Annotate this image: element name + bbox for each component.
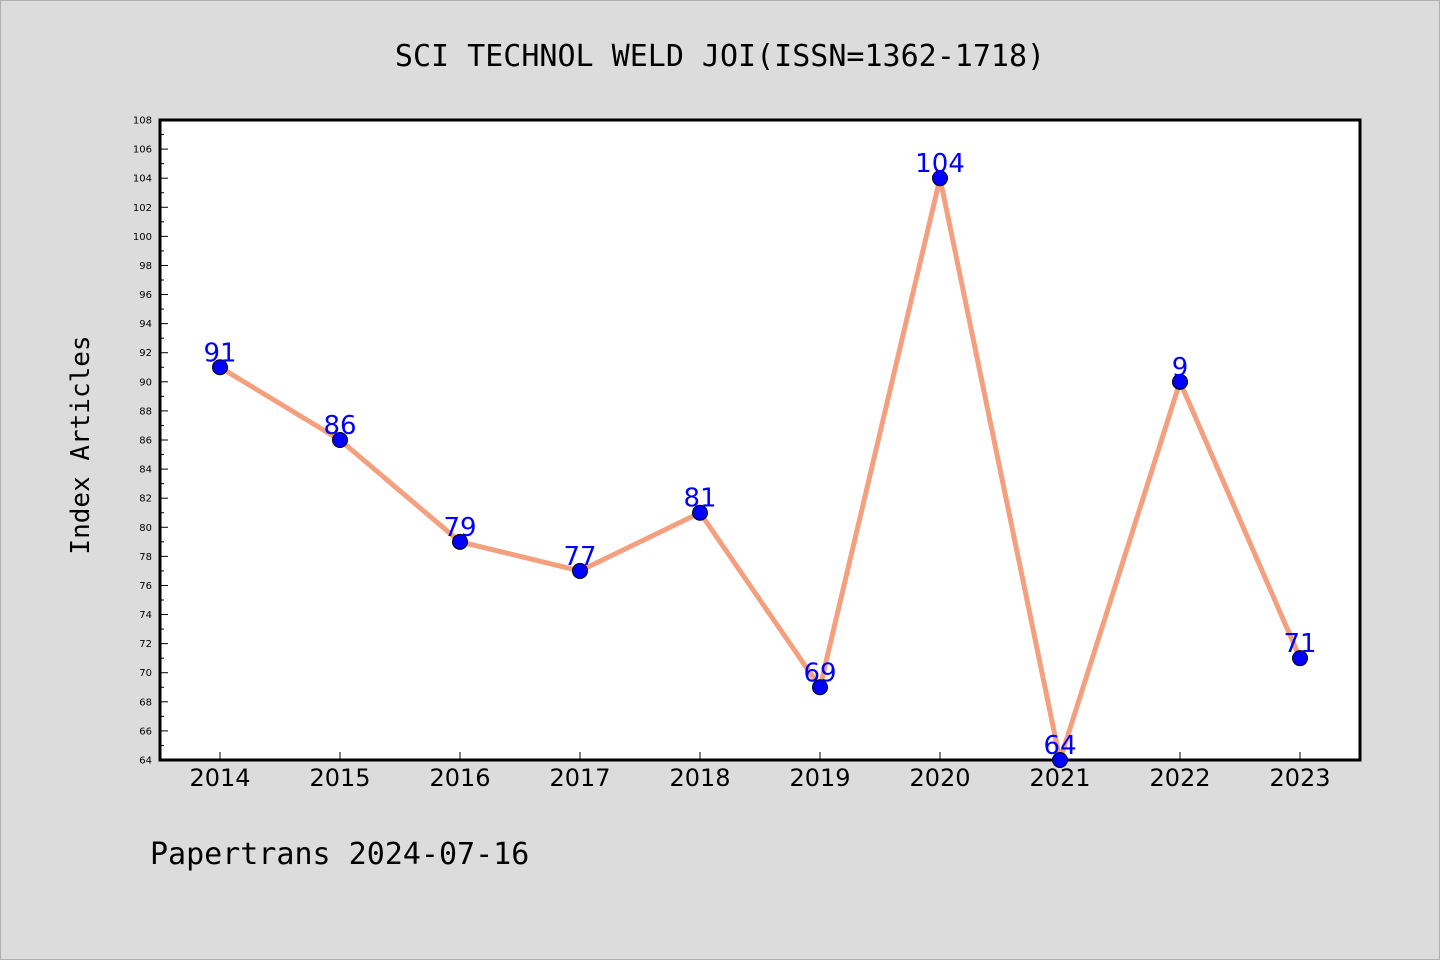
data-point (212, 359, 228, 376)
data-label: 64 (1043, 731, 1076, 761)
data-point (932, 170, 948, 187)
data-point (1052, 752, 1068, 768)
y-tick-label: 74 (139, 610, 152, 621)
y-tick-label: 88 (139, 406, 152, 417)
y-tick-label: 100 (133, 232, 152, 243)
x-tick-label: 2019 (789, 764, 850, 792)
data-point (812, 679, 828, 696)
x-tick-label: 2015 (309, 764, 370, 792)
y-tick-label: 92 (139, 348, 152, 359)
y-tick-label: 80 (139, 523, 152, 534)
x-axis: 2014 2015 2016 2017 2018 2019 2020 2021 2022 2023 (189, 752, 1331, 792)
x-tick-label: 2021 (1029, 764, 1090, 792)
x-tick-label: 2020 (909, 764, 970, 792)
data-point (1292, 650, 1308, 667)
y-tick-label: 64 (139, 756, 152, 767)
footer-text: Papertrans 2024-07-16 (150, 837, 529, 872)
x-tick-label: 2022 (1149, 764, 1210, 792)
x-tick-label: 2016 (429, 764, 490, 792)
y-tick-label: 108 (133, 116, 152, 127)
y-tick-label: 72 (139, 639, 152, 650)
x-tick-label: 2018 (669, 764, 730, 792)
y-tick-label: 70 (139, 668, 152, 679)
data-label: 79 (443, 513, 476, 543)
y-tick-label: 78 (139, 552, 152, 563)
y-tick-label: 82 (139, 494, 152, 505)
y-tick-label: 68 (139, 697, 152, 708)
y-tick-label: 104 (133, 174, 152, 185)
data-point (1172, 373, 1188, 390)
data-label: 69 (803, 658, 836, 688)
data-point (452, 533, 468, 550)
y-tick-label: 94 (139, 319, 152, 330)
y-tick-label: 76 (139, 581, 152, 592)
x-tick-label: 2023 (1269, 764, 1330, 792)
y-axis: 64 66 68 70 72 74 76 78 80 82 84 86 88 90 92 94 96 98 100 1… (133, 116, 168, 767)
data-label: 77 (563, 542, 596, 572)
chart-title: SCI TECHNOL WELD JOI(ISSN=1362-1718) (395, 39, 1045, 74)
data-point (692, 504, 708, 521)
data-label: 86 (323, 411, 356, 441)
y-tick-label: 66 (139, 726, 152, 737)
y-tick-label: 102 (133, 203, 152, 214)
data-points (212, 170, 1308, 768)
y-tick-label: 96 (139, 290, 152, 301)
data-label: 91 (203, 338, 236, 368)
x-tick-label: 2014 (189, 764, 250, 792)
data-label: 81 (683, 484, 716, 514)
data-labels: 91 86 79 77 81 69 104 64 9 71 (203, 149, 1316, 761)
data-point (332, 432, 348, 448)
series-line-group (217, 175, 1303, 763)
y-tick-label: 106 (133, 145, 152, 156)
data-label: 104 (915, 149, 965, 179)
data-point (572, 562, 588, 579)
y-tick-label: 90 (139, 377, 152, 388)
data-label: 9 (1172, 353, 1189, 383)
series-line (217, 175, 1303, 763)
x-tick-label: 2017 (549, 764, 610, 792)
y-tick-label: 98 (139, 261, 152, 272)
y-tick-label: 86 (139, 436, 152, 447)
y-axis-label: Index Articles (66, 335, 96, 554)
y-tick-label: 84 (139, 465, 152, 476)
data-label: 71 (1283, 629, 1316, 659)
